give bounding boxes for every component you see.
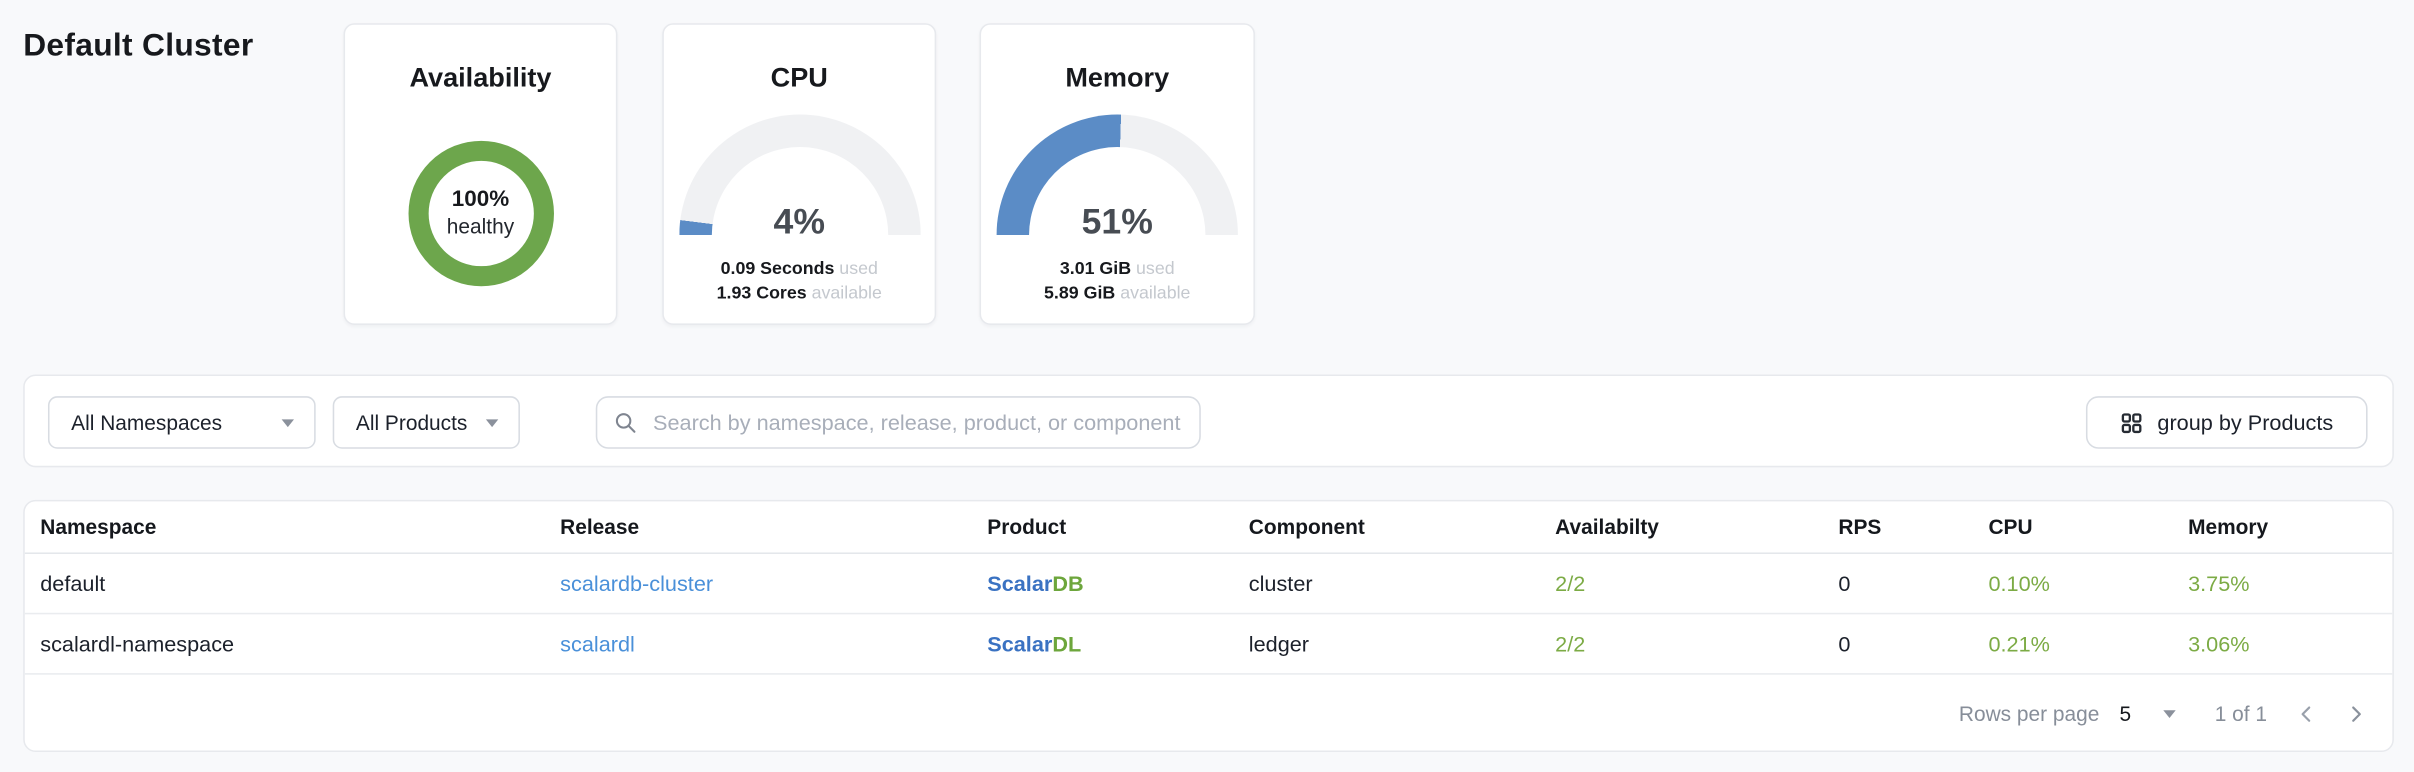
- memory-used-value: 3.01 GiB: [1059, 259, 1132, 279]
- page-info: 1 of 1: [2214, 702, 2267, 726]
- cell-memory: 3.75%: [2188, 571, 2250, 596]
- caret-down-icon: [485, 418, 499, 427]
- filter-bar: All Namespaces All Products group by Pro…: [23, 374, 2394, 468]
- grid-2x2-icon: [2122, 412, 2142, 433]
- chevron-left-icon: [2300, 706, 2310, 722]
- rows-per-page-label: Rows per page: [1958, 702, 2100, 726]
- rows-per-page-value[interactable]: 5: [2119, 702, 2132, 726]
- cell-namespace: default: [40, 571, 106, 596]
- column-header-namespace: Namespace: [40, 515, 157, 539]
- search-input[interactable]: [595, 396, 1201, 449]
- page-title: Default Cluster: [23, 27, 254, 64]
- availability-card: Availability 100% healthy: [343, 23, 618, 325]
- cell-product: ScalarDB: [987, 571, 1084, 596]
- cpu-available-suffix: available: [806, 283, 882, 303]
- table-header-row: Namespace Release Product Component Avai…: [24, 501, 2393, 554]
- cell-availability: 2/2: [1555, 571, 1586, 596]
- cell-rps: 0: [1838, 571, 1851, 596]
- cpu-used-value: 0.09 Seconds: [720, 259, 835, 279]
- memory-card-title: Memory: [1065, 61, 1170, 93]
- next-page-button[interactable]: [2340, 699, 2371, 730]
- column-header-release: Release: [560, 515, 640, 539]
- cell-component: ledger: [1248, 631, 1310, 657]
- cpu-gauge: 4%: [678, 114, 920, 236]
- column-header-availability: Availabilty: [1555, 515, 1659, 539]
- namespace-dropdown-label: All Namespaces: [71, 410, 223, 435]
- search-icon: [615, 413, 636, 433]
- availability-donut-gauge: 100% healthy: [407, 140, 554, 287]
- column-header-component: Component: [1248, 515, 1365, 539]
- product-dropdown[interactable]: All Products: [332, 396, 520, 449]
- memory-available-suffix: available: [1115, 283, 1191, 303]
- chevron-right-icon: [2351, 706, 2361, 722]
- table-row: default scalardb-cluster ScalarDB cluste…: [24, 554, 2393, 615]
- previous-page-button[interactable]: [2290, 699, 2321, 730]
- memory-card: Memory 51% 3.01 GiB used 5.89 GiB availa…: [979, 23, 1255, 325]
- column-header-product: Product: [987, 515, 1067, 539]
- cell-product: ScalarDL: [987, 631, 1082, 657]
- column-header-memory: Memory: [2188, 515, 2269, 539]
- memory-percent-value: 51%: [1081, 201, 1153, 236]
- table-pagination: Rows per page 5 1 of 1: [25, 675, 2393, 751]
- availability-value: 100%: [451, 187, 510, 212]
- memory-stats: 3.01 GiB used 5.89 GiB available: [981, 258, 1253, 306]
- cpu-card: CPU 4% 0.09 Seconds used 1.93 Cores avai…: [662, 23, 937, 325]
- memory-used-suffix: used: [1131, 259, 1175, 279]
- workloads-table: Namespace Release Product Component Avai…: [23, 499, 2394, 753]
- column-header-cpu: CPU: [1988, 515, 2033, 539]
- cell-rps: 0: [1838, 631, 1851, 657]
- caret-down-icon[interactable]: [2163, 710, 2177, 719]
- memory-gauge: 51%: [996, 114, 1238, 236]
- memory-available-value: 5.89 GiB: [1044, 283, 1116, 303]
- caret-down-icon: [281, 418, 295, 427]
- cell-memory: 3.06%: [2188, 631, 2250, 657]
- release-link[interactable]: scalardb-cluster: [560, 571, 714, 596]
- cpu-percent-value: 4%: [773, 201, 825, 236]
- group-by-products-button[interactable]: group by Products: [2085, 396, 2368, 449]
- cpu-used-suffix: used: [834, 259, 878, 279]
- cell-namespace: scalardl-namespace: [40, 631, 235, 657]
- table-row: scalardl-namespace scalardl ScalarDL led…: [24, 614, 2393, 675]
- cell-cpu: 0.21%: [1988, 631, 2050, 657]
- group-by-products-label: group by Products: [2157, 410, 2334, 435]
- release-link[interactable]: scalardl: [560, 631, 635, 657]
- cell-availability: 2/2: [1555, 631, 1586, 657]
- search-box: [595, 396, 1201, 449]
- namespace-dropdown[interactable]: All Namespaces: [47, 396, 316, 449]
- cpu-available-value: 1.93 Cores: [716, 283, 807, 303]
- availability-healthy-label: healthy: [446, 215, 515, 239]
- availability-card-title: Availability: [409, 61, 552, 93]
- cell-cpu: 0.10%: [1988, 571, 2050, 596]
- cpu-card-title: CPU: [770, 61, 828, 93]
- product-dropdown-label: All Products: [355, 410, 468, 435]
- cell-component: cluster: [1248, 571, 1313, 596]
- column-header-rps: RPS: [1838, 515, 1882, 539]
- cpu-stats: 0.09 Seconds used 1.93 Cores available: [664, 258, 935, 306]
